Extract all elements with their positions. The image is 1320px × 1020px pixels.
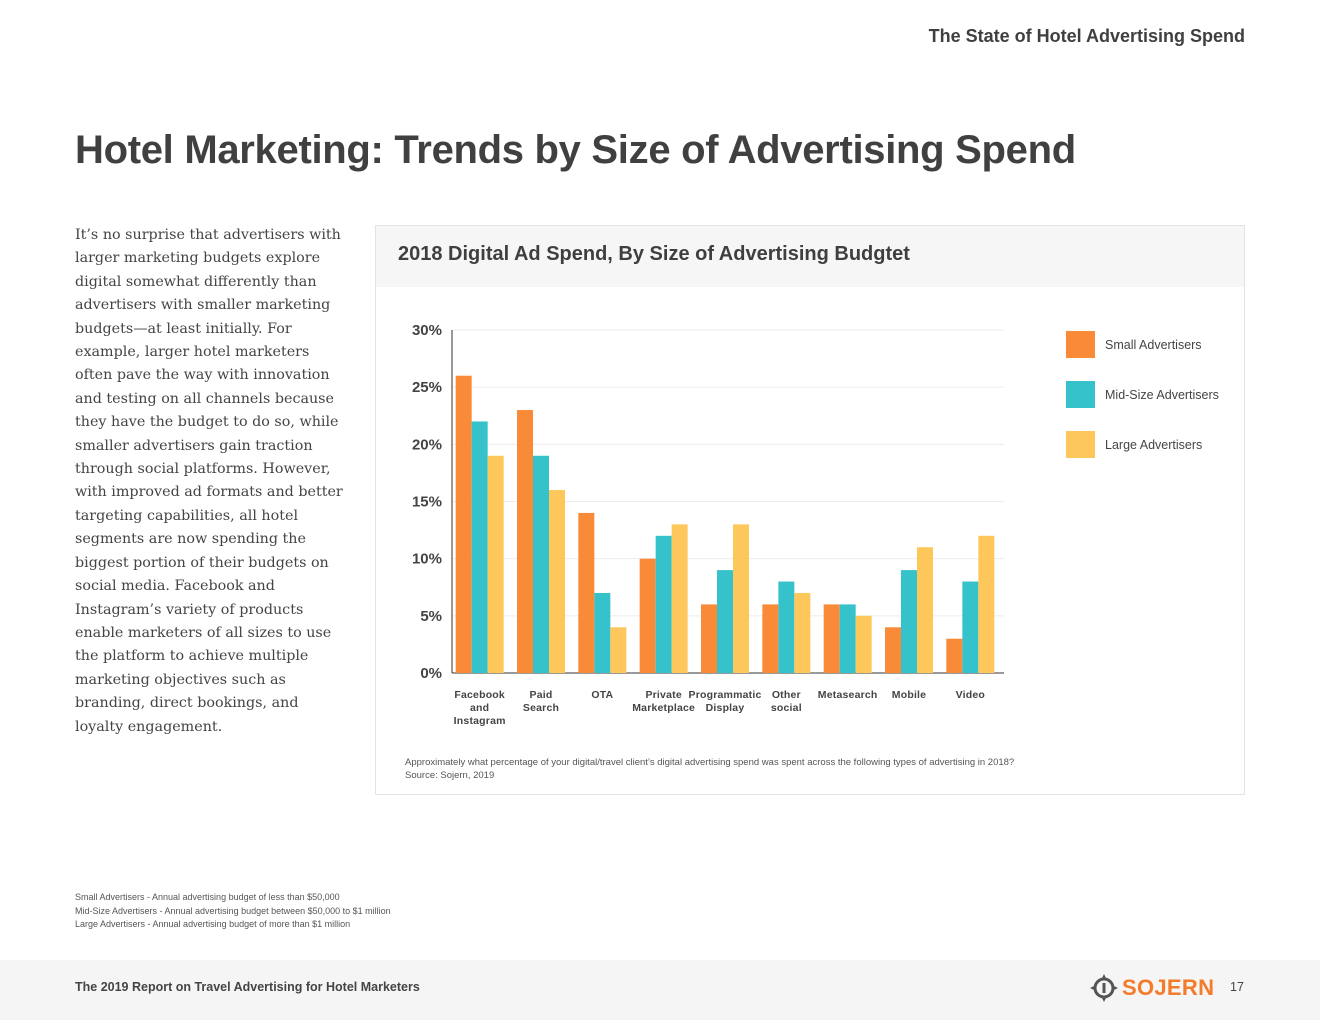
- bar-chart: 0% 5% 10% 15% 20% 25% 30% Facebook and Instagram P…: [412, 322, 1219, 727]
- y-tick-label: 0%: [420, 665, 442, 682]
- legend-label: Large Advertisers: [1105, 438, 1202, 452]
- chart-title: 2018 Digital Ad Spend, By Size of Advert…: [398, 243, 910, 265]
- legend-label: Small Advertisers: [1105, 338, 1202, 352]
- bar-mid-size-advertisers: [471, 421, 488, 673]
- bar-mid-size-advertisers: [778, 581, 795, 673]
- x-tick-label: Video: [956, 689, 985, 701]
- bar-small-advertisers: [823, 604, 840, 673]
- bar-mid-size-advertisers: [839, 604, 856, 673]
- legend-swatch: [1066, 431, 1095, 458]
- chart-question: Approximately what percentage of your di…: [405, 757, 1015, 768]
- bar-small-advertisers: [517, 410, 533, 673]
- bar-mid-size-advertisers: [717, 570, 733, 673]
- bar-large-advertisers: [978, 535, 995, 673]
- y-tick-label: 25%: [412, 379, 442, 396]
- page-number: 17: [1230, 980, 1244, 994]
- running-header: The State of Hotel Advertising Spend: [928, 26, 1245, 46]
- bar-small-advertisers: [946, 638, 963, 673]
- x-tick-label: Other social: [771, 689, 802, 714]
- bar-large-advertisers: [610, 627, 627, 673]
- x-tick-label: Programmatic Display: [688, 689, 761, 714]
- y-tick-label: 10%: [412, 551, 442, 568]
- page-title: Hotel Marketing: Trends by Size of Adver…: [75, 128, 1076, 172]
- bar-small-advertisers: [885, 627, 901, 673]
- sojern-logo: SOJERN: [1090, 973, 1215, 1003]
- chart-card: 2018 Digital Ad Spend, By Size of Advert…: [375, 225, 1245, 795]
- bar-mid-size-advertisers: [533, 455, 549, 673]
- body-paragraph: It’s no surprise that advertisers with l…: [75, 227, 343, 735]
- bar-large-advertisers: [917, 547, 933, 673]
- x-tick-label: Private Marketplace: [632, 689, 695, 714]
- x-tick-label: OTA: [591, 689, 613, 701]
- bar-large-advertisers: [671, 524, 688, 673]
- definition-mid: Mid-Size Advertisers - Annual advertisin…: [75, 905, 391, 916]
- bar-small-advertisers: [701, 604, 717, 673]
- bar-large-advertisers: [794, 592, 811, 673]
- advertiser-definitions: Small Advertisers - Annual advertising b…: [75, 891, 391, 932]
- bar-mid-size-advertisers: [655, 535, 672, 673]
- y-tick-label: 5%: [420, 608, 442, 625]
- chart-header: 2018 Digital Ad Spend, By Size of Advert…: [376, 226, 1244, 287]
- page-footer: The 2019 Report on Travel Advertising fo…: [0, 960, 1320, 1020]
- bar-small-advertisers: [455, 375, 472, 673]
- bar-large-advertisers: [855, 615, 872, 673]
- bar-large-advertisers: [487, 455, 504, 673]
- chart-source: Source: Sojern, 2019: [405, 770, 495, 781]
- footer-report-name: The 2019 Report on Travel Advertising fo…: [75, 980, 420, 994]
- bar-mid-size-advertisers: [901, 570, 917, 673]
- bar-mid-size-advertisers: [594, 592, 611, 673]
- y-tick-label: 30%: [412, 322, 442, 339]
- x-tick-label: Paid Search: [523, 689, 559, 714]
- bar-small-advertisers: [578, 512, 595, 673]
- logo-wordmark: SOJERN: [1122, 975, 1215, 1000]
- chart-note: Approximately what percentage of your di…: [405, 756, 1014, 782]
- bar-large-advertisers: [733, 524, 749, 673]
- compass-icon: [1090, 974, 1118, 1002]
- bar-mid-size-advertisers: [962, 581, 979, 673]
- bar-small-advertisers: [639, 558, 656, 673]
- legend-swatch: [1066, 381, 1095, 408]
- y-tick-label: 20%: [412, 436, 442, 453]
- x-tick-label: Facebook and Instagram: [454, 689, 506, 727]
- bar-large-advertisers: [549, 490, 565, 673]
- x-tick-label: Metasearch: [818, 689, 878, 701]
- definition-large: Large Advertisers - Annual advertising b…: [75, 919, 351, 929]
- x-tick-label: Mobile: [892, 689, 926, 701]
- y-tick-label: 15%: [412, 494, 442, 511]
- legend-swatch: [1066, 331, 1095, 358]
- definition-small: Small Advertisers - Annual advertising b…: [75, 892, 340, 902]
- bar-small-advertisers: [762, 604, 779, 673]
- legend-label: Mid-Size Advertisers: [1105, 388, 1219, 402]
